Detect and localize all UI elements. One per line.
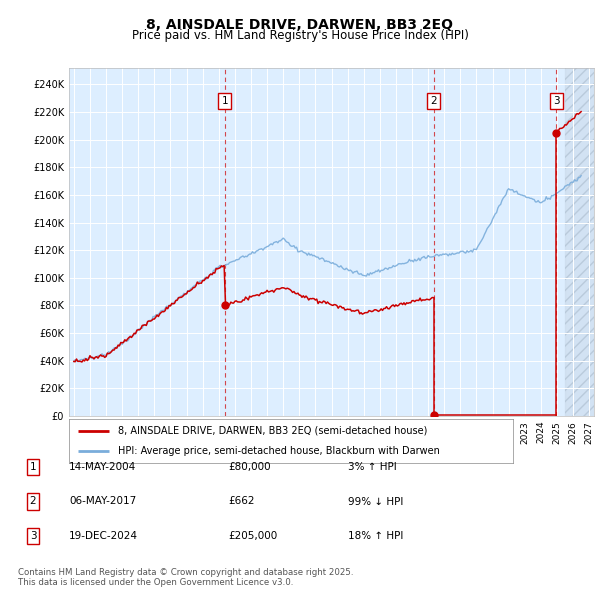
Text: £205,000: £205,000 xyxy=(228,531,277,540)
Text: 1: 1 xyxy=(29,463,37,472)
Text: 1: 1 xyxy=(221,96,228,106)
Text: 3: 3 xyxy=(553,96,560,106)
Text: Price paid vs. HM Land Registry's House Price Index (HPI): Price paid vs. HM Land Registry's House … xyxy=(131,30,469,42)
Text: Contains HM Land Registry data © Crown copyright and database right 2025.
This d: Contains HM Land Registry data © Crown c… xyxy=(18,568,353,587)
Text: 19-DEC-2024: 19-DEC-2024 xyxy=(69,531,138,540)
Text: 18% ↑ HPI: 18% ↑ HPI xyxy=(348,531,403,540)
Text: 2: 2 xyxy=(430,96,437,106)
Bar xyxy=(565,68,594,416)
Text: 99% ↓ HPI: 99% ↓ HPI xyxy=(348,497,403,506)
Bar xyxy=(565,68,594,416)
Text: 2: 2 xyxy=(29,497,37,506)
Text: £662: £662 xyxy=(228,497,254,506)
Text: 8, AINSDALE DRIVE, DARWEN, BB3 2EQ: 8, AINSDALE DRIVE, DARWEN, BB3 2EQ xyxy=(146,18,454,32)
Text: HPI: Average price, semi-detached house, Blackburn with Darwen: HPI: Average price, semi-detached house,… xyxy=(118,446,440,456)
Text: 8, AINSDALE DRIVE, DARWEN, BB3 2EQ (semi-detached house): 8, AINSDALE DRIVE, DARWEN, BB3 2EQ (semi… xyxy=(118,426,427,436)
Text: £80,000: £80,000 xyxy=(228,463,271,472)
Text: 3: 3 xyxy=(29,531,37,540)
Text: 3% ↑ HPI: 3% ↑ HPI xyxy=(348,463,397,472)
Text: 06-MAY-2017: 06-MAY-2017 xyxy=(69,497,136,506)
Text: 14-MAY-2004: 14-MAY-2004 xyxy=(69,463,136,472)
